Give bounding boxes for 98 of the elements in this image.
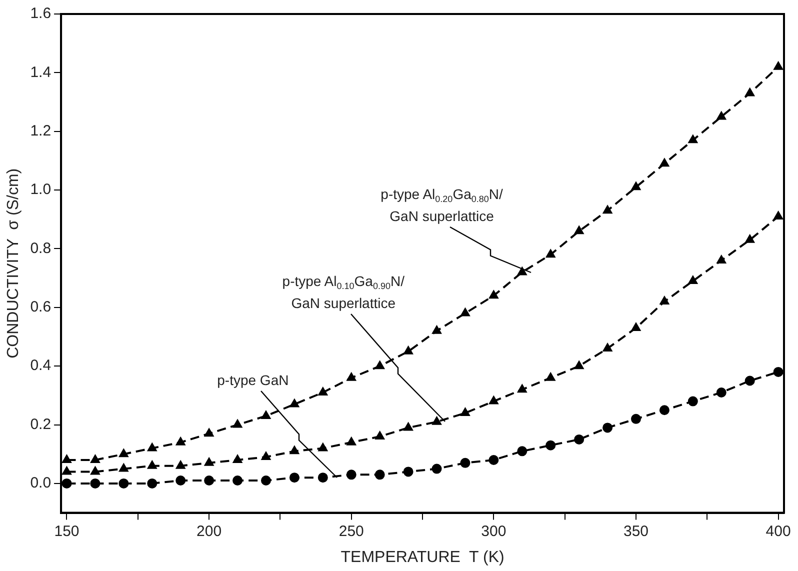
point — [318, 388, 328, 396]
point — [262, 452, 270, 460]
y-tick-label: 0.6 — [30, 298, 52, 316]
point — [489, 396, 498, 404]
point — [375, 432, 384, 440]
point — [432, 326, 442, 334]
point — [630, 414, 641, 424]
point — [118, 478, 129, 488]
point — [176, 460, 186, 469]
point — [148, 460, 157, 469]
point — [546, 250, 556, 258]
point — [632, 322, 640, 331]
point — [289, 472, 300, 483]
annotation: p-type GaN — [217, 372, 289, 390]
annotation: p-type Al$_{0.20}$Ga$_{0.80}$N/ GaN superlattice — [380, 186, 503, 225]
y-tick-label: 0.0 — [30, 474, 52, 492]
point — [62, 466, 72, 475]
y-tick-label: 1.4 — [30, 64, 52, 81]
point — [688, 276, 698, 284]
point — [660, 158, 669, 167]
point — [518, 384, 527, 393]
point — [716, 112, 726, 120]
point — [488, 454, 499, 465]
point — [232, 476, 243, 486]
x-tick-label: 250 — [338, 522, 364, 540]
x-tick-label: 200 — [196, 522, 222, 540]
y-tick-label: 0.2 — [30, 416, 52, 433]
x-axis-title: TEMPERATURE T (K) — [340, 548, 504, 566]
x-tick-label: 150 — [54, 522, 80, 540]
point — [744, 376, 755, 386]
point — [90, 478, 100, 488]
point — [518, 267, 527, 276]
point — [403, 466, 414, 477]
point — [716, 255, 726, 264]
point — [318, 472, 328, 483]
point — [460, 408, 470, 416]
x-tick-label: 350 — [623, 522, 649, 540]
point — [546, 372, 556, 381]
point — [774, 211, 783, 220]
point — [346, 437, 356, 446]
point — [233, 420, 242, 428]
point — [489, 290, 498, 299]
point — [62, 454, 72, 463]
point — [716, 388, 726, 398]
point — [432, 464, 442, 474]
point — [119, 464, 128, 472]
y-tick-label: 1.2 — [30, 122, 52, 140]
point — [318, 443, 328, 452]
point — [204, 458, 214, 466]
point — [745, 234, 754, 243]
point — [204, 428, 214, 437]
point — [745, 88, 754, 96]
point — [774, 62, 783, 70]
point — [290, 446, 299, 454]
point — [260, 476, 271, 486]
point — [574, 434, 584, 444]
point — [404, 346, 413, 354]
y-tick-label: 0.8 — [30, 240, 52, 257]
point — [688, 135, 698, 144]
point — [119, 449, 128, 458]
point — [62, 478, 72, 488]
point — [660, 296, 669, 305]
point — [773, 366, 784, 377]
y-tick-label: 0.4 — [30, 357, 52, 374]
point — [688, 396, 698, 406]
x-tick-label: 400 — [766, 522, 791, 540]
y-tick-label: 1.6 — [30, 5, 52, 22]
y-axis-title: CONDUCTIVITY σ (S/cm) — [5, 168, 22, 358]
annotation: p-type Al$_{0.10}$Ga$_{0.90}$N/ GaN superlattice — [282, 273, 405, 312]
point — [603, 343, 612, 352]
point — [603, 206, 612, 214]
point — [517, 446, 528, 456]
point — [90, 466, 100, 475]
point — [204, 476, 214, 486]
point — [632, 182, 640, 190]
point — [176, 476, 186, 486]
point — [346, 470, 356, 480]
point — [147, 478, 158, 488]
point — [432, 416, 442, 425]
point — [233, 454, 242, 463]
point — [659, 405, 670, 416]
point — [148, 443, 157, 452]
point — [375, 361, 384, 370]
y-tick-label: 1.0 — [30, 181, 52, 198]
point — [602, 422, 613, 433]
x-tick-label: 300 — [481, 522, 506, 540]
point — [90, 454, 100, 463]
point — [176, 437, 186, 446]
point — [346, 372, 356, 381]
point — [574, 361, 584, 370]
point — [460, 458, 470, 468]
point — [262, 410, 270, 419]
point — [546, 440, 556, 450]
point — [460, 308, 470, 316]
point — [404, 422, 413, 431]
point — [374, 470, 385, 480]
point — [290, 399, 299, 408]
point — [574, 226, 584, 234]
